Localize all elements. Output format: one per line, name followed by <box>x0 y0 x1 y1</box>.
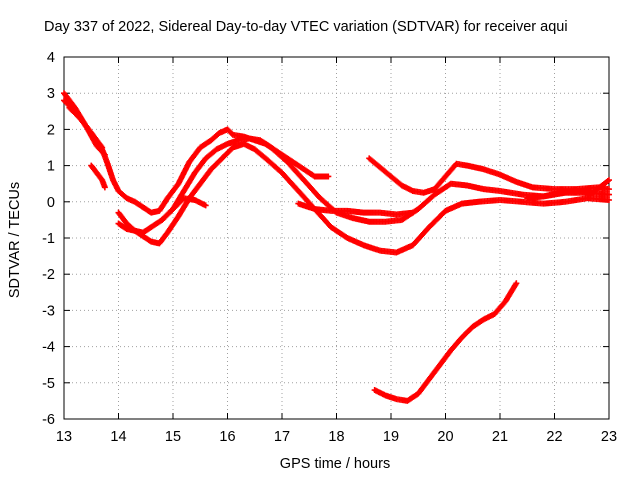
x-tick-label: 14 <box>110 429 126 445</box>
y-tick-label: 2 <box>47 122 55 138</box>
x-tick-label: 17 <box>274 429 290 445</box>
data-point <box>606 177 612 184</box>
x-tick-labels: 13 14 15 16 17 18 19 20 21 22 23 <box>56 429 617 445</box>
series-track-d <box>88 162 108 191</box>
series-track-g <box>295 200 416 218</box>
chart-title: Day 337 of 2022, Sidereal Day-to-day VTE… <box>44 19 568 35</box>
series-track-c <box>66 104 106 151</box>
x-tick-label: 19 <box>383 429 399 445</box>
data-point <box>101 184 108 191</box>
y-tick-label: 4 <box>47 50 55 66</box>
y-tick-label: 0 <box>47 195 55 211</box>
data-point <box>606 186 612 193</box>
x-tick-label: 22 <box>546 429 562 445</box>
x-tick-label: 18 <box>328 429 344 445</box>
data-markers <box>61 90 612 404</box>
series-track-j <box>371 280 520 404</box>
data-point <box>99 144 106 151</box>
data-point <box>606 196 612 203</box>
data-point <box>409 209 416 216</box>
data-point <box>606 191 612 198</box>
x-tick-label: 13 <box>56 429 72 445</box>
x-tick-label: 15 <box>165 429 181 445</box>
y-tick-label: -1 <box>42 231 55 247</box>
data-point <box>100 150 107 157</box>
series-track-k <box>524 177 612 202</box>
series-track-e <box>115 140 612 256</box>
series-track-i <box>159 195 209 223</box>
x-tick-label: 21 <box>492 429 508 445</box>
y-tick-label: -6 <box>42 412 55 428</box>
data-point <box>513 280 520 287</box>
data-point <box>325 173 332 180</box>
x-axis-label: GPS time / hours <box>279 456 391 472</box>
y-tick-labels: -6 -5 -4 -3 -2 -1 0 1 2 3 4 <box>42 50 55 428</box>
data-point <box>101 151 108 158</box>
grid-lines <box>64 57 609 419</box>
x-tick-label: 23 <box>601 429 617 445</box>
x-tick-label: 20 <box>437 429 453 445</box>
y-tick-label: -3 <box>42 303 55 319</box>
y-tick-label: -5 <box>42 376 55 392</box>
y-tick-label: 1 <box>47 159 55 175</box>
y-tick-label: -4 <box>42 340 55 356</box>
y-axis-label: SDTVAR / TECUs <box>7 181 23 299</box>
y-tick-label: 3 <box>47 86 55 102</box>
x-tick-label: 16 <box>219 429 235 445</box>
y-tick-label: -2 <box>42 267 55 283</box>
data-point <box>202 202 209 209</box>
series-track-h <box>366 155 612 196</box>
